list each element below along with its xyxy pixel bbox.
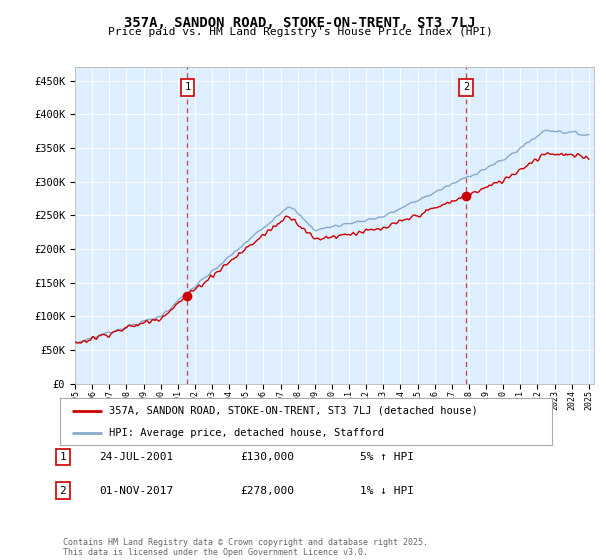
Text: £130,000: £130,000 xyxy=(240,452,294,462)
Text: HPI: Average price, detached house, Stafford: HPI: Average price, detached house, Staf… xyxy=(109,428,384,438)
Text: 357A, SANDON ROAD, STOKE-ON-TRENT, ST3 7LJ (detached house): 357A, SANDON ROAD, STOKE-ON-TRENT, ST3 7… xyxy=(109,406,478,416)
Text: 1% ↓ HPI: 1% ↓ HPI xyxy=(360,486,414,496)
Text: Contains HM Land Registry data © Crown copyright and database right 2025.
This d: Contains HM Land Registry data © Crown c… xyxy=(63,538,428,557)
Text: Price paid vs. HM Land Registry's House Price Index (HPI): Price paid vs. HM Land Registry's House … xyxy=(107,27,493,37)
Text: 5% ↑ HPI: 5% ↑ HPI xyxy=(360,452,414,462)
Text: 24-JUL-2001: 24-JUL-2001 xyxy=(99,452,173,462)
Text: 357A, SANDON ROAD, STOKE-ON-TRENT, ST3 7LJ: 357A, SANDON ROAD, STOKE-ON-TRENT, ST3 7… xyxy=(124,16,476,30)
Text: 01-NOV-2017: 01-NOV-2017 xyxy=(99,486,173,496)
Text: 2: 2 xyxy=(59,486,67,496)
Text: 1: 1 xyxy=(59,452,67,462)
Text: £278,000: £278,000 xyxy=(240,486,294,496)
Text: 2: 2 xyxy=(463,82,469,92)
Text: 1: 1 xyxy=(184,82,190,92)
